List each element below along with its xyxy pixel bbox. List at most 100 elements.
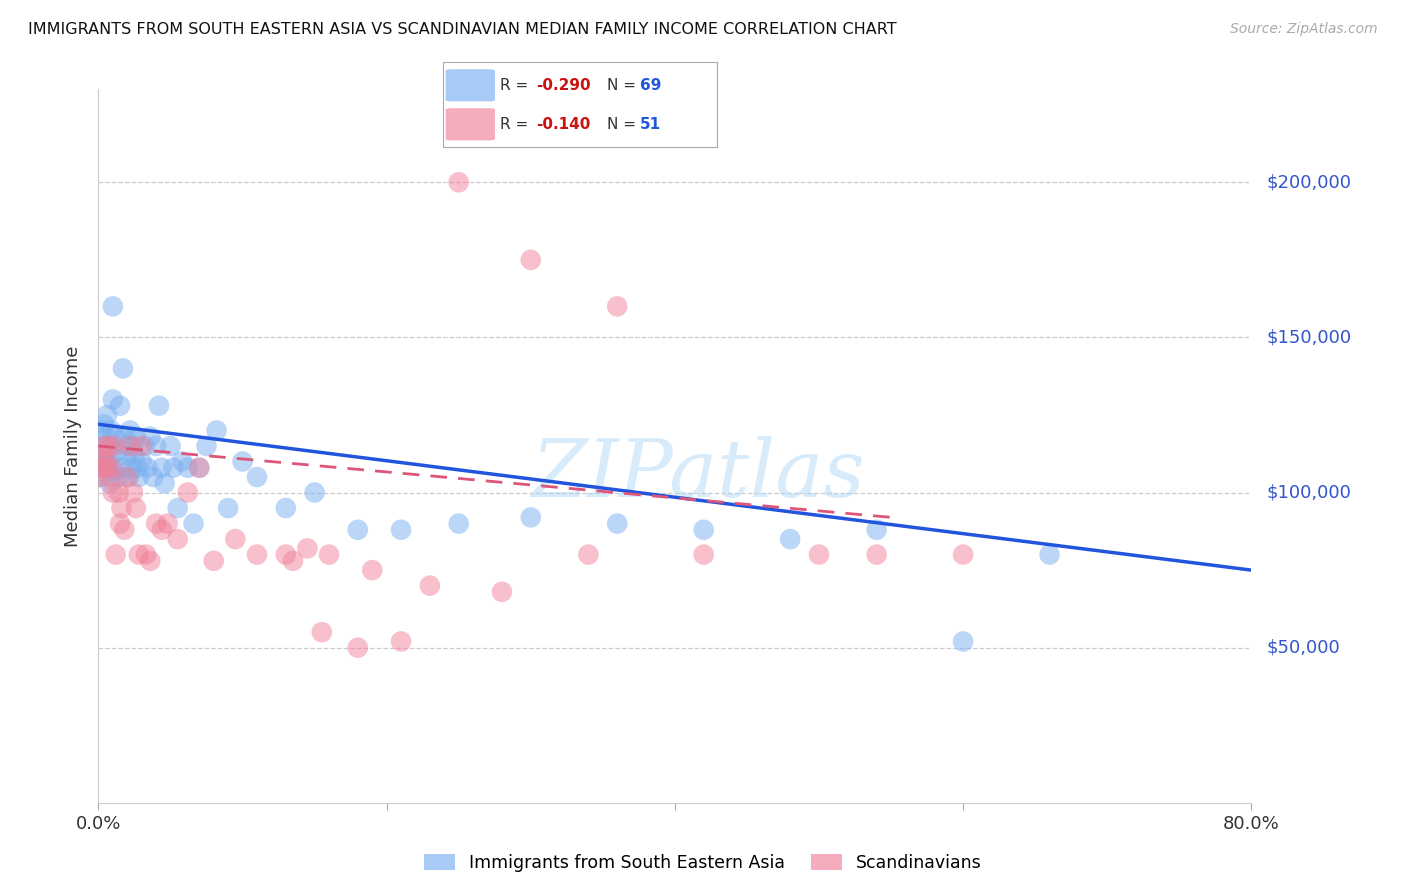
Text: $50,000: $50,000	[1267, 639, 1340, 657]
Point	[170, 454, 193, 468]
Point	[202, 554, 225, 568]
Point	[274, 548, 297, 562]
Point	[246, 548, 269, 562]
Point	[96, 445, 118, 459]
Point	[112, 523, 135, 537]
Point	[166, 501, 188, 516]
Point	[195, 439, 218, 453]
Point	[159, 439, 181, 453]
Point	[98, 476, 121, 491]
Point	[952, 634, 974, 648]
Point	[104, 430, 127, 444]
Point	[281, 554, 304, 568]
Point	[150, 460, 173, 475]
Point	[134, 439, 156, 453]
Point	[101, 299, 124, 313]
Point	[94, 430, 117, 444]
Point	[100, 424, 122, 438]
Point	[117, 470, 138, 484]
Point	[118, 470, 141, 484]
FancyBboxPatch shape	[446, 108, 495, 140]
Point	[606, 516, 628, 531]
Point	[162, 460, 184, 475]
Point	[419, 579, 441, 593]
Point	[104, 548, 127, 562]
Point	[121, 460, 143, 475]
Point	[304, 485, 326, 500]
Text: $150,000: $150,000	[1267, 328, 1351, 346]
Point	[94, 460, 117, 475]
Text: 69: 69	[640, 78, 662, 93]
Legend: Immigrants from South Eastern Asia, Scandinavians: Immigrants from South Eastern Asia, Scan…	[418, 847, 988, 879]
Point	[153, 476, 176, 491]
Point	[125, 430, 148, 444]
Point	[188, 460, 211, 475]
Point	[90, 424, 112, 438]
Point	[91, 439, 114, 453]
Point	[120, 439, 142, 453]
Point	[807, 548, 830, 562]
Point	[136, 460, 159, 475]
Point	[122, 439, 145, 453]
Point	[96, 408, 118, 422]
Point	[166, 532, 188, 546]
Point	[145, 516, 167, 531]
Point	[97, 460, 120, 475]
Point	[110, 460, 132, 475]
Point	[100, 460, 122, 475]
Point	[112, 430, 135, 444]
Point	[111, 361, 134, 376]
Point	[124, 448, 146, 462]
Point	[91, 460, 114, 475]
Point	[90, 470, 112, 484]
Text: 51: 51	[640, 117, 661, 132]
Point	[145, 439, 167, 453]
Point	[952, 548, 974, 562]
Text: $200,000: $200,000	[1267, 173, 1351, 191]
Point	[389, 523, 412, 537]
Point	[131, 439, 153, 453]
Point	[1038, 548, 1062, 562]
Point	[101, 485, 124, 500]
Point	[89, 454, 111, 468]
Point	[389, 634, 412, 648]
FancyBboxPatch shape	[446, 70, 495, 102]
Text: $100,000: $100,000	[1267, 483, 1351, 501]
Point	[135, 548, 157, 562]
Point	[108, 516, 131, 531]
Point	[117, 448, 138, 462]
Point	[103, 439, 125, 453]
Point	[128, 470, 150, 484]
Text: R =: R =	[501, 117, 534, 132]
Point	[578, 548, 600, 562]
Point	[520, 510, 543, 524]
Point	[346, 523, 368, 537]
Point	[224, 532, 246, 546]
Point	[110, 501, 132, 516]
Point	[107, 470, 129, 484]
Text: -0.140: -0.140	[536, 117, 591, 132]
Point	[98, 470, 121, 484]
Point	[205, 424, 228, 438]
Point	[297, 541, 319, 556]
Point	[94, 454, 117, 468]
Point	[107, 485, 129, 500]
Point	[866, 523, 889, 537]
Point	[693, 523, 716, 537]
Point	[93, 439, 115, 453]
Point	[142, 470, 165, 484]
Point	[318, 548, 340, 562]
Point	[97, 439, 120, 453]
Point	[779, 532, 801, 546]
Point	[346, 640, 368, 655]
Point	[188, 460, 211, 475]
Point	[274, 501, 297, 516]
Point	[139, 430, 162, 444]
Point	[108, 399, 131, 413]
Point	[114, 439, 136, 453]
Point	[103, 464, 125, 478]
Point	[128, 548, 150, 562]
Point	[606, 299, 628, 313]
Point	[866, 548, 889, 562]
Point	[98, 439, 121, 453]
